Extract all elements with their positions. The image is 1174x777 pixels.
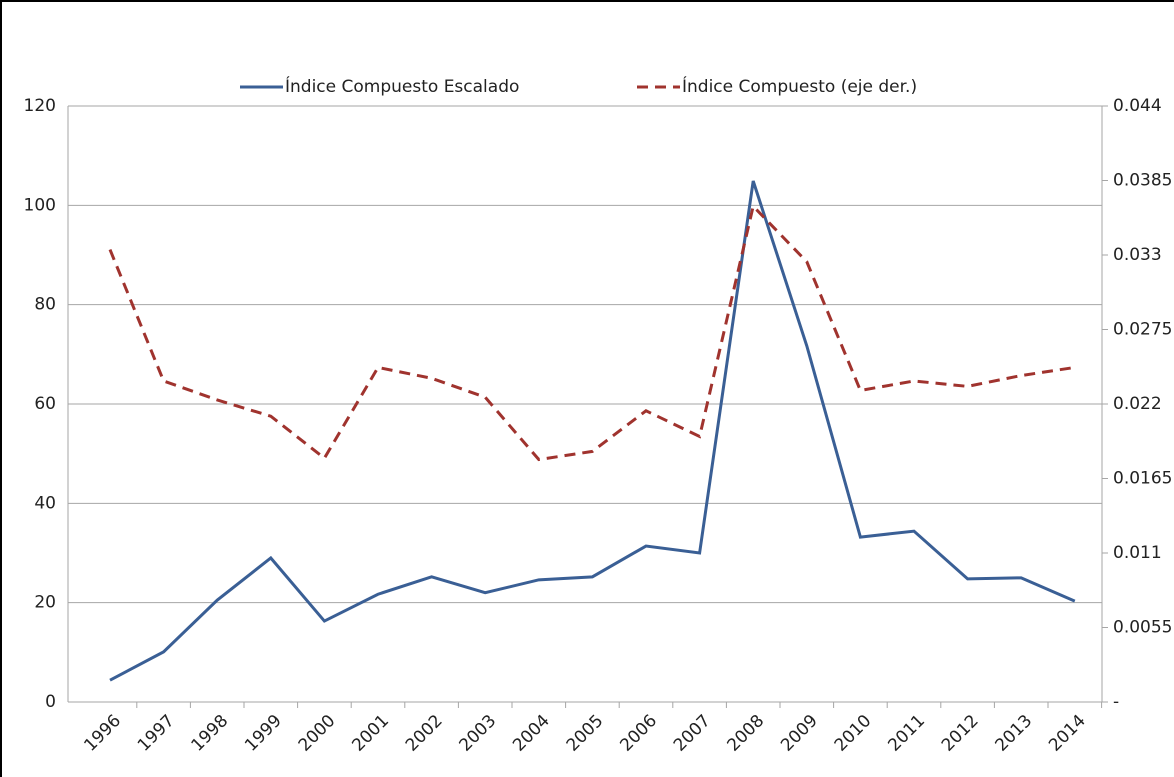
x-tick-label: 2000 (295, 711, 340, 756)
y2-tick-label: - (1113, 692, 1119, 712)
x-tick-label: 2008 (724, 711, 769, 756)
x-tick-label: 2005 (563, 711, 608, 756)
x-tick-label: 2002 (402, 711, 447, 756)
y2-tick-label: 0.044 (1113, 96, 1162, 116)
y-tick-label: 0 (45, 692, 56, 712)
y-tick-label: 120 (24, 96, 56, 116)
x-tick-label: 2001 (348, 711, 393, 756)
x-tick-label: 2007 (670, 711, 715, 756)
x-tick-label: 1999 (241, 711, 286, 756)
x-tick-label: 2009 (777, 711, 822, 756)
x-tick-label: 1997 (134, 711, 179, 756)
y2-tick-label: 0.011 (1113, 543, 1162, 563)
y-tick-label: 100 (24, 195, 56, 215)
y2-tick-label: 0.033 (1113, 245, 1162, 265)
x-tick-label: 2003 (456, 711, 501, 756)
x-tick-label: 1996 (80, 711, 125, 756)
x-tick-label: 2006 (616, 711, 661, 756)
y-tick-label: 60 (34, 394, 56, 414)
y-tick-label: 40 (34, 493, 56, 513)
y2-tick-label: 0.0275 (1113, 320, 1172, 340)
y-tick-label: 80 (34, 295, 56, 315)
x-tick-label: 2010 (831, 711, 876, 756)
line-series (108, 203, 1076, 462)
legend-label: Índice Compuesto (eje der.) (682, 75, 917, 97)
x-tick-label: 2004 (509, 711, 554, 756)
y2-tick-label: 0.0055 (1113, 618, 1172, 638)
x-tick-label: 2013 (992, 711, 1037, 756)
x-tick-label: 1998 (188, 711, 233, 756)
x-tick-label: 2011 (884, 711, 929, 756)
y2-tick-label: 0.0165 (1113, 469, 1172, 489)
x-tick-label: 2014 (1045, 711, 1090, 756)
x-tick-label: 2012 (938, 711, 983, 756)
line-series (109, 180, 1076, 682)
y-tick-label: 20 (34, 593, 56, 613)
y2-tick-label: 0.0385 (1113, 171, 1172, 191)
legend-label: Índice Compuesto Escalado (285, 75, 519, 97)
y2-tick-label: 0.022 (1113, 394, 1162, 414)
